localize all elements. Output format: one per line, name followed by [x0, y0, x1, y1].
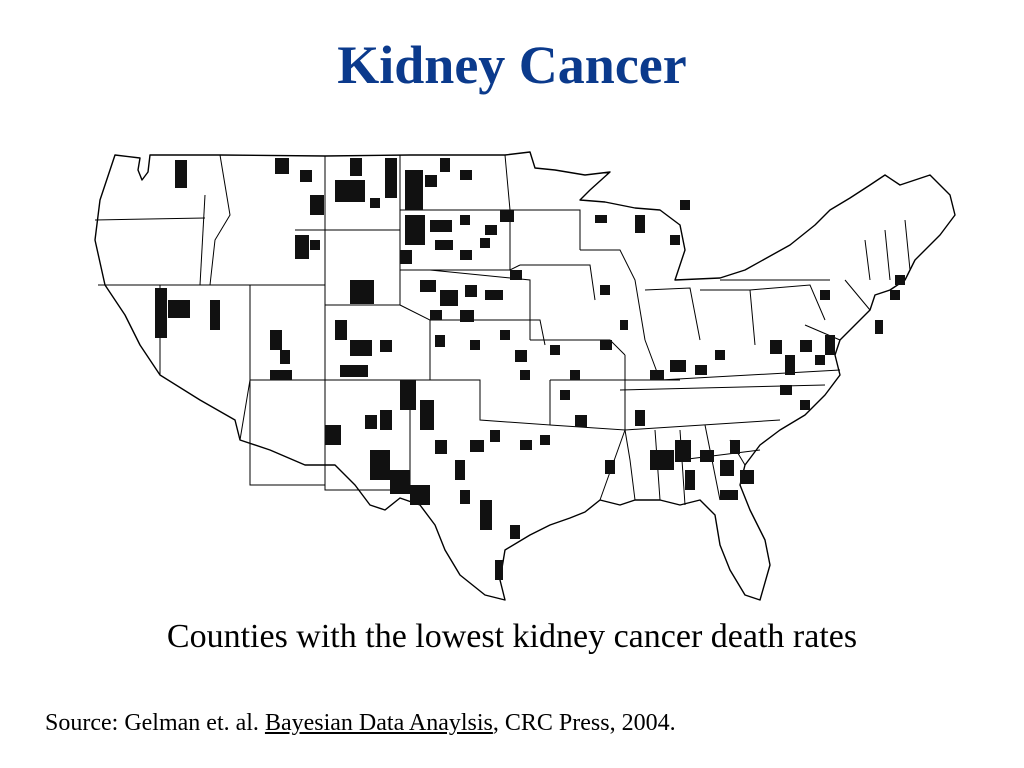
- map-caption: Counties with the lowest kidney cancer d…: [166, 618, 858, 655]
- source-suffix: , CRC Press, 2004.: [492, 710, 676, 736]
- highlighted-counties: [155, 158, 905, 580]
- source-book-title[interactable]: Bayesian Data Anaylsis: [264, 710, 493, 736]
- source-citation: Source: Gelman et. al. Bayesian Data Ana…: [45, 706, 676, 740]
- source-prefix: Source: Gelman et. al.: [45, 710, 265, 736]
- us-county-map: [94, 151, 956, 601]
- slide-title: Kidney Cancer: [337, 35, 687, 95]
